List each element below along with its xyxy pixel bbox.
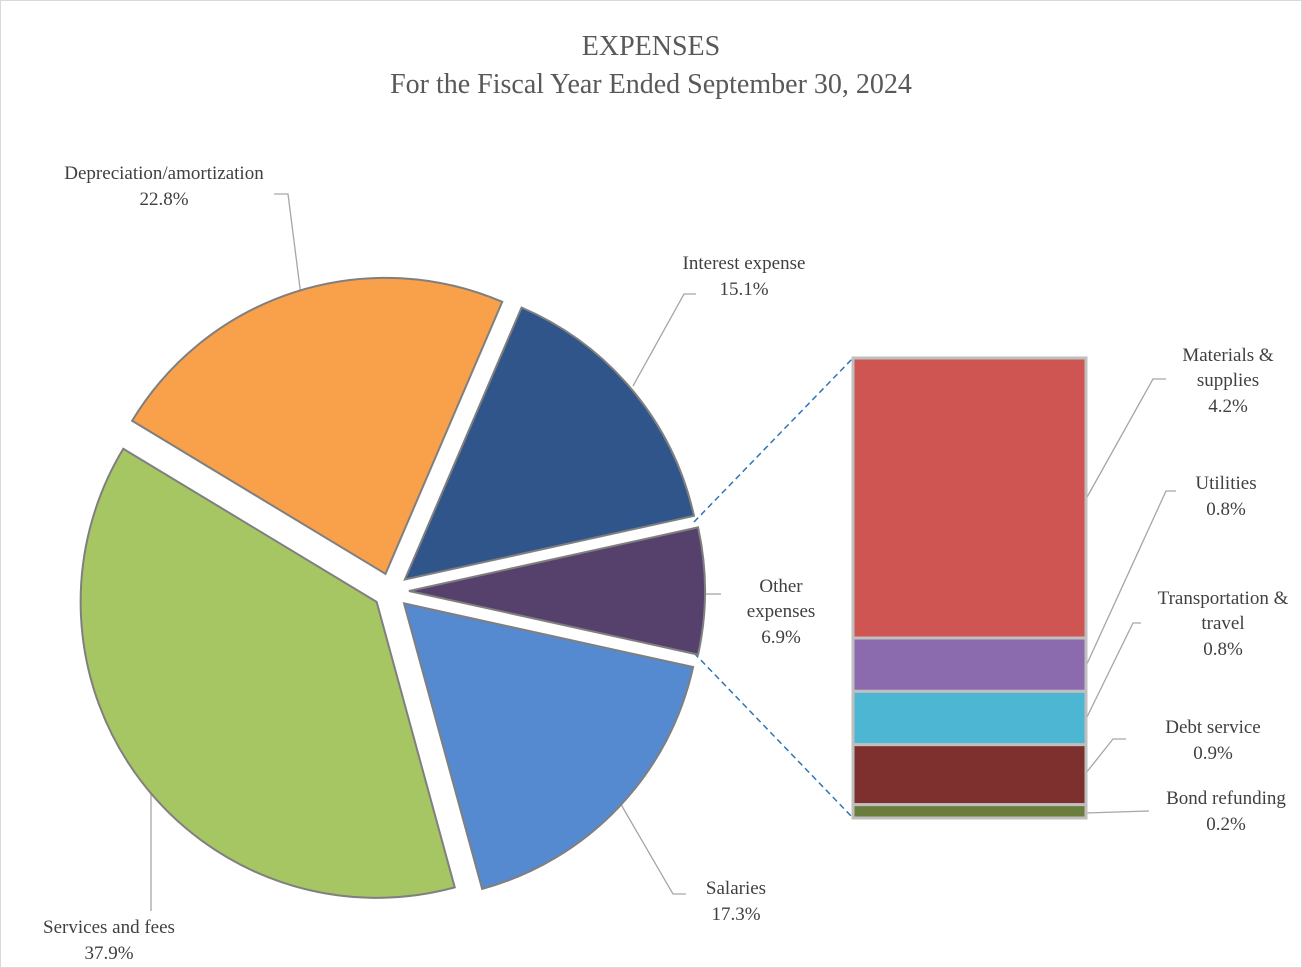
pie-slice (402, 602, 695, 891)
bar-value: 0.9% (1193, 743, 1233, 764)
bar-value: 0.8% (1203, 639, 1243, 660)
leader-lines (150, 193, 1176, 911)
bar-label: Bond refunding (1166, 788, 1286, 809)
pie-slice (408, 526, 706, 656)
bar-label: Debt service (1165, 717, 1261, 738)
connectors (693, 357, 854, 819)
chart-title: EXPENSES (581, 31, 721, 62)
bar-label: Materials & supplies (1182, 345, 1274, 391)
pie-slice (79, 447, 456, 899)
bar-segment (851, 689, 1088, 747)
bar-segment (851, 743, 1088, 807)
slice-value: 17.3% (711, 904, 761, 925)
pie-slice (130, 276, 504, 576)
slice-value: 15.1% (719, 279, 769, 300)
bar-segment (851, 356, 1088, 640)
pie-slice (403, 306, 696, 581)
leader-line (274, 193, 302, 297)
bar-label: Utilities (1195, 473, 1257, 494)
bar-label: Transportation & travel (1157, 588, 1289, 634)
bar-value: 0.2% (1206, 814, 1246, 835)
bar-segment (851, 803, 1088, 820)
bar-value: 0.8% (1206, 499, 1246, 520)
slice-value: 22.8% (139, 189, 189, 210)
leader-line (1085, 622, 1141, 720)
leader-line (1085, 378, 1166, 500)
connector (693, 357, 854, 523)
bar-value: 4.2% (1208, 396, 1248, 417)
slice-label: Services and fees (43, 917, 175, 938)
leader-line (1085, 738, 1126, 774)
bar-segment (851, 636, 1088, 693)
leader-line (1085, 810, 1150, 814)
leader-line (1085, 490, 1176, 667)
connector (693, 652, 854, 819)
leader-line (632, 293, 696, 387)
slice-label: Other expenses (746, 576, 816, 622)
leader-line (618, 800, 686, 895)
slice-label: Depreciation/amortization (64, 163, 264, 184)
chart-subtitle: For the Fiscal Year Ended September 30, … (390, 69, 912, 100)
slice-label: Interest expense (682, 253, 806, 274)
slice-value: 6.9% (761, 627, 801, 648)
slice-value: 37.9% (84, 943, 134, 964)
slice-label: Salaries (705, 878, 767, 899)
